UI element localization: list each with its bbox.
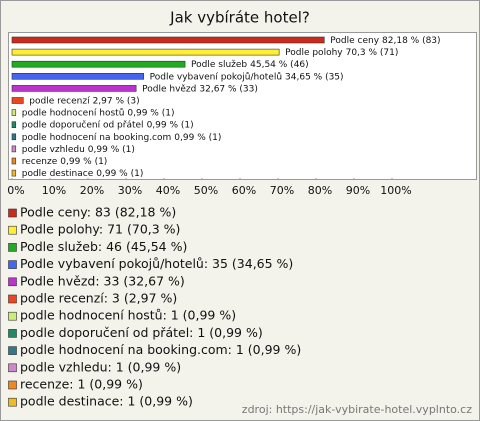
bar	[11, 73, 144, 80]
bar	[11, 48, 280, 56]
legend-swatch	[8, 208, 17, 218]
x-tick-label: 0%	[7, 184, 24, 197]
bar-label: Podle vybavení pokojů/hotelů 34,65 % (35)	[150, 71, 344, 82]
bar-label: Podle služeb 45,54 % (46)	[191, 60, 309, 70]
category-label: Podle ceny	[330, 36, 379, 46]
value-label: 0,99 % (1)	[88, 144, 135, 154]
bar-label: podle destinace 0,99 % (1)	[22, 169, 144, 179]
legend-label: podle destinace: 1 (0,99 %)	[20, 394, 193, 409]
x-tick-label: 90%	[346, 184, 370, 197]
legend-label: Podle polohy: 71 (70,3 %)	[20, 222, 180, 237]
x-tick-label: 20%	[80, 184, 104, 197]
value-label: 70,3 % (71)	[346, 48, 399, 58]
value-label: 0,99 % (1)	[127, 108, 174, 118]
bar-label: podle hodnocení hostů 0,99 % (1)	[22, 107, 175, 118]
legend-label: Podle hvězd: 33 (32,67 %)	[20, 273, 185, 288]
legend-swatch	[8, 363, 17, 373]
x-tick-label: 40%	[156, 184, 180, 197]
legend-swatch	[8, 243, 17, 252]
bar	[11, 157, 17, 165]
bar	[11, 145, 17, 153]
bar-label: Podle polohy 70,3 % (71)	[285, 48, 398, 58]
legend-swatch	[8, 329, 17, 338]
category-label: Podle vybavení pokojů/hotelů	[150, 71, 282, 82]
bar-label: podle doporučení od přátel 0,99 % (1)	[22, 119, 194, 130]
legend-label: podle doporučení od přátel: 1 (0,99 %)	[20, 325, 263, 340]
category-label: Podle služeb	[191, 60, 247, 70]
legend-label: Podle služeb: 46 (45,54 %)	[20, 239, 187, 254]
value-label: 0,99 % (1)	[147, 120, 194, 130]
value-label: 34,65 % (35)	[285, 72, 344, 82]
bar-label: podle vzhledu 0,99 % (1)	[22, 144, 135, 154]
legend-label: podle recenzí: 3 (2,97 %)	[20, 291, 177, 306]
x-tick-label: 50%	[194, 184, 218, 197]
category-label: podle hodnocení hostů	[22, 107, 125, 118]
category-label: podle destinace	[22, 169, 94, 179]
x-tick-label: 70%	[270, 184, 294, 197]
bar	[11, 109, 17, 116]
legend-swatch	[8, 294, 17, 304]
legend-swatch	[8, 380, 17, 390]
value-label: 0,99 % (1)	[96, 169, 143, 179]
x-tick-label: 10%	[42, 184, 66, 197]
legend-swatch	[8, 311, 17, 321]
category-label: podle hodnocení na booking.com	[22, 132, 172, 142]
value-label: 2,97 % (3)	[93, 96, 140, 106]
bar-label: Podle ceny 82,18 % (83)	[330, 36, 440, 46]
legend-swatch	[8, 346, 17, 355]
category-label: Podle polohy	[285, 48, 343, 58]
value-label: 32,67 % (33)	[199, 84, 258, 94]
bar-label: recenze 0,99 % (1)	[22, 157, 108, 167]
value-label: 0,99 % (1)	[174, 132, 221, 142]
legend-label: Podle vybavení pokojů/hotelů: 35 (34,65 …	[20, 256, 293, 271]
bar	[11, 85, 137, 92]
bar	[11, 60, 186, 68]
value-label: 0,99 % (1)	[60, 157, 107, 167]
source: zdroj: https://jak-vybirate-hotel.vyplnt…	[242, 403, 472, 416]
x-tick-label: 100%	[380, 184, 411, 197]
bar	[11, 36, 325, 44]
legend-label: recenze: 1 (0,99 %)	[20, 377, 143, 392]
x-tick-label: 60%	[232, 184, 256, 197]
bar-label: podle hodnocení na booking.com 0,99 % (1)	[22, 132, 222, 142]
x-tick-label: 30%	[118, 184, 142, 197]
category-label: podle doporučení od přátel	[22, 119, 144, 130]
legend-label: podle vzhledu: 1 (0,99 %)	[20, 359, 181, 374]
category-label: recenze	[22, 157, 58, 167]
bar-label: podle recenzí 2,97 % (3)	[29, 96, 139, 106]
category-label: podle vzhledu	[22, 144, 85, 154]
bar	[11, 121, 17, 128]
x-tick-label: 80%	[308, 184, 332, 197]
bar	[11, 133, 17, 141]
legend-label: podle hodnocení na booking.com: 1 (0,99 …	[20, 342, 301, 357]
legend-swatch	[8, 397, 17, 407]
bar	[11, 169, 17, 177]
bar-label: Podle hvězd 32,67 % (33)	[142, 84, 258, 94]
legend-swatch	[8, 260, 17, 269]
value-label: 45,54 % (46)	[250, 60, 309, 70]
legend-label: podle hodnocení hostů: 1 (0,99 %)	[20, 308, 236, 323]
plot-area	[8, 32, 477, 180]
chart-title: Jak vybíráte hotel?	[169, 9, 310, 27]
category-label: Podle hvězd	[142, 84, 196, 94]
category-label: podle recenzí	[29, 96, 90, 106]
legend-swatch	[8, 225, 17, 235]
value-label: 82,18 % (83)	[382, 36, 441, 46]
legend-label: Podle ceny: 83 (82,18 %)	[20, 205, 176, 220]
bar	[11, 97, 24, 104]
legend-swatch	[8, 277, 17, 287]
